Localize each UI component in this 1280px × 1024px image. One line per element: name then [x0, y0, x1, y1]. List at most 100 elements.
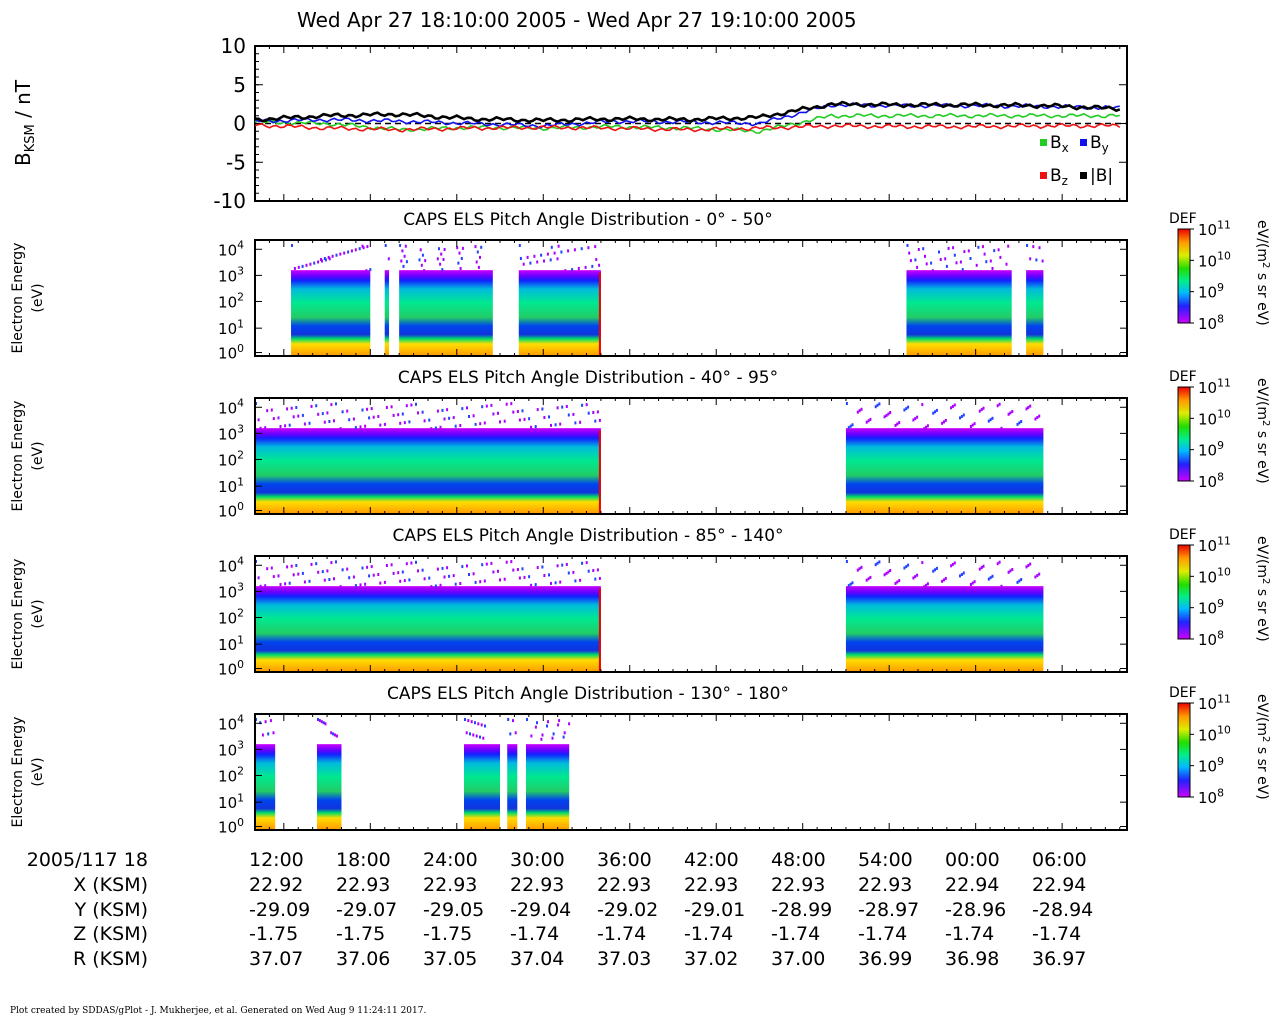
spectrogram-speckle: [944, 257, 947, 261]
spectrogram-speckle: [270, 566, 273, 570]
spectrogram-speckle: [1038, 414, 1041, 418]
spectrogram-speckle: [335, 253, 338, 257]
tick-base: 10: [218, 583, 237, 601]
spectrogram-speckle: [264, 720, 267, 724]
spectrogram-speckle: [953, 561, 956, 565]
spectrogram-speckle: [348, 418, 351, 422]
spectrogram-speckle: [876, 403, 879, 407]
colorbar-gradient: [1177, 544, 1191, 640]
spectrogram-speckle: [923, 427, 926, 431]
ephemeris-value: -1.74: [1032, 923, 1082, 945]
spectrogram-speckle: [468, 415, 470, 418]
spectrogram-speckle: [991, 574, 994, 578]
spectrogram-speckle: [454, 582, 457, 586]
spectrogram-speckle: [969, 583, 972, 586]
spectrogram-speckle: [479, 422, 482, 426]
ephemeris-row-label: Y (KSM): [74, 898, 148, 921]
spectrogram-speckle: [572, 570, 575, 574]
spectrogram-speckle: [341, 410, 344, 414]
spectrogram-speckle: [579, 420, 582, 424]
unit-part: eV/(m: [1254, 378, 1270, 420]
spectrogram-speckle: [297, 414, 300, 418]
spectrogram-speckle: [939, 258, 942, 261]
ephemeris-value: 37.02: [684, 947, 739, 970]
spectrogram-speckle: [1027, 564, 1030, 567]
spectrogram-speckle: [1000, 426, 1003, 430]
spectrogram-speckle: [571, 268, 574, 272]
spectrogram-speckle: [558, 719, 561, 723]
spectrogram-speckle: [323, 420, 326, 424]
tick-base: 10: [1198, 252, 1217, 270]
spectrogram-speckle: [930, 261, 933, 265]
spectrogram-block: [255, 586, 601, 672]
spectrogram-speckle: [894, 581, 897, 585]
spectrogram-speckle: [955, 261, 958, 265]
spectrogram-speckle: [556, 257, 559, 261]
spectrogram-speckle: [259, 721, 262, 725]
spectrogram-speckle: [549, 258, 552, 262]
spectrogram-speckle: [259, 426, 262, 430]
spectrogram-speckle: [399, 244, 402, 247]
spectrogram-speckle: [401, 249, 404, 253]
tick-base: 10: [1198, 442, 1217, 460]
y-tick-label: 103: [218, 581, 244, 602]
spectrogram-speckle: [594, 419, 597, 423]
spectrogram-speckle: [947, 246, 950, 250]
spectrogram-speckle: [898, 579, 901, 583]
spectrogram-speckle: [482, 736, 485, 740]
spectrogram-speckle: [350, 249, 353, 253]
spectrogram-speckle: [301, 413, 304, 417]
tick-base: 10: [218, 741, 237, 759]
spectrogram-speckle: [1026, 244, 1029, 247]
spectrogram-speckle: [335, 402, 337, 406]
spectrogram-speckle: [591, 264, 594, 268]
spectrogram-speckle: [480, 723, 483, 727]
spectrogram-speckle: [554, 423, 557, 427]
spectrogram-speckle: [366, 245, 369, 249]
tick-exponent: 3: [237, 581, 244, 594]
ephemeris-value: -28.97: [858, 898, 920, 921]
spectrogram-speckle: [598, 418, 601, 422]
y-tick-label: 102: [218, 765, 244, 786]
spectrogram-speckle: [290, 406, 293, 410]
tick-base: 10: [218, 557, 237, 575]
spectrogram-speckle: [980, 408, 983, 412]
ephemeris-time: 06:00: [1032, 849, 1087, 871]
spectrogram-speckle: [354, 584, 357, 588]
spectrogram-speckle: [436, 409, 439, 413]
y-tick-label: 0: [233, 112, 246, 136]
spectrogram-speckle: [354, 248, 357, 252]
spectrogram-speckle: [999, 255, 1002, 259]
spectrogram-speckle: [541, 565, 544, 569]
spectrogram-speckle: [385, 564, 388, 567]
legend-swatch: [1080, 172, 1087, 179]
y-tick-label: 10: [221, 34, 246, 58]
spectrogram-speckle: [847, 426, 850, 430]
tick-base: 10: [218, 715, 237, 733]
spectrogram-speckle: [341, 568, 344, 572]
spectrogram-speckle: [448, 574, 451, 578]
label-unit: / nT: [11, 79, 35, 124]
spectrogram-speckle: [457, 261, 460, 265]
spectrogram-speckle: [485, 404, 488, 408]
spectrogram-speckle: [523, 417, 526, 421]
spectrogram-speckle: [443, 417, 446, 421]
spectrogram-speckle: [950, 564, 953, 568]
spectrogram-speckle: [550, 581, 552, 585]
spectrogram-speckle: [423, 269, 426, 273]
spectrogram-speckle: [1009, 569, 1012, 573]
spectrogram-speckle: [454, 424, 457, 428]
ephemeris-value: -28.99: [771, 898, 833, 921]
spectrogram-speckle: [326, 411, 329, 415]
spectrogram-speckle: [330, 731, 333, 735]
tick-exponent: 2: [237, 449, 244, 462]
spectrogram-speckle: [926, 424, 929, 428]
spectrogram-speckle: [567, 249, 570, 253]
spectrogram-speckle: [1000, 584, 1003, 588]
spectrogram-speckle: [905, 565, 908, 569]
colorbar-label: DEF: [1169, 211, 1197, 227]
spectrogram-speckle: [534, 425, 537, 429]
spectrogram-speckle: [459, 267, 462, 270]
colorbar-tick-label: 108: [1198, 786, 1224, 807]
spectrogram-block: [255, 744, 276, 830]
